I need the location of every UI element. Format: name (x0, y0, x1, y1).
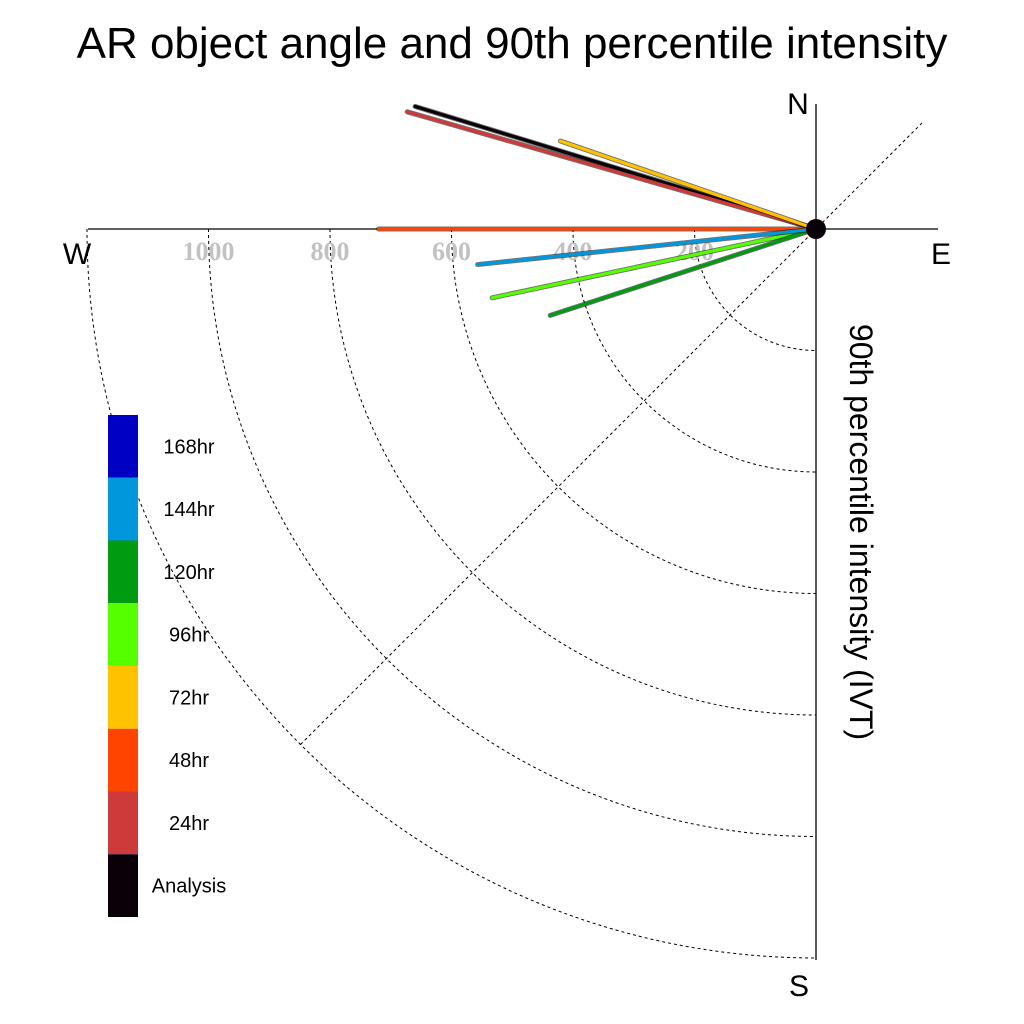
legend-swatch (108, 728, 138, 792)
radial-tick-label: 600 (432, 237, 471, 266)
legend-swatch (108, 603, 138, 666)
series-line (548, 227, 818, 317)
legend-label: 96hr (169, 625, 209, 647)
radial-tick-label: 800 (311, 237, 350, 266)
radial-tick-label: 1000 (183, 237, 235, 266)
grid-arc (572, 228, 817, 473)
legend-swatch (108, 477, 138, 541)
compass-south-label: S (789, 970, 809, 1003)
series-vectors (376, 103, 819, 318)
series-line (405, 110, 818, 231)
legend-label: 24hr (169, 813, 209, 835)
grid-arc (208, 228, 817, 837)
series-line (558, 139, 818, 231)
compass-east-label: E (931, 238, 951, 271)
series-line (490, 227, 818, 300)
compass-north-label: N (787, 88, 809, 121)
legend-swatch (108, 854, 138, 917)
origin-marker (806, 219, 826, 239)
grid-diagonal (300, 122, 923, 745)
grid-arc (329, 228, 817, 716)
legend-label: 120hr (163, 562, 214, 584)
legend-swatch (108, 415, 138, 478)
series-line (476, 227, 818, 267)
legend-label: 144hr (163, 499, 214, 521)
y-axis-label: 90th percentile intensity (IVT) (843, 324, 879, 740)
legend-label: 48hr (169, 750, 209, 772)
legend-swatch (108, 666, 138, 729)
legend-swatch (108, 791, 138, 855)
chart-title: AR object angle and 90th percentile inte… (77, 19, 948, 68)
legend-label: 72hr (169, 687, 209, 709)
compass-west-label: W (63, 238, 92, 271)
grid-arc (86, 228, 817, 959)
legend-label: Analysis (152, 876, 226, 898)
legend-swatch (108, 540, 138, 604)
legend-label: 168hr (163, 436, 214, 458)
grid-arc (451, 228, 817, 594)
legend: 168hr 144hr 120hr 96hr 72hr 48hr 24hr Analysis (108, 415, 226, 917)
